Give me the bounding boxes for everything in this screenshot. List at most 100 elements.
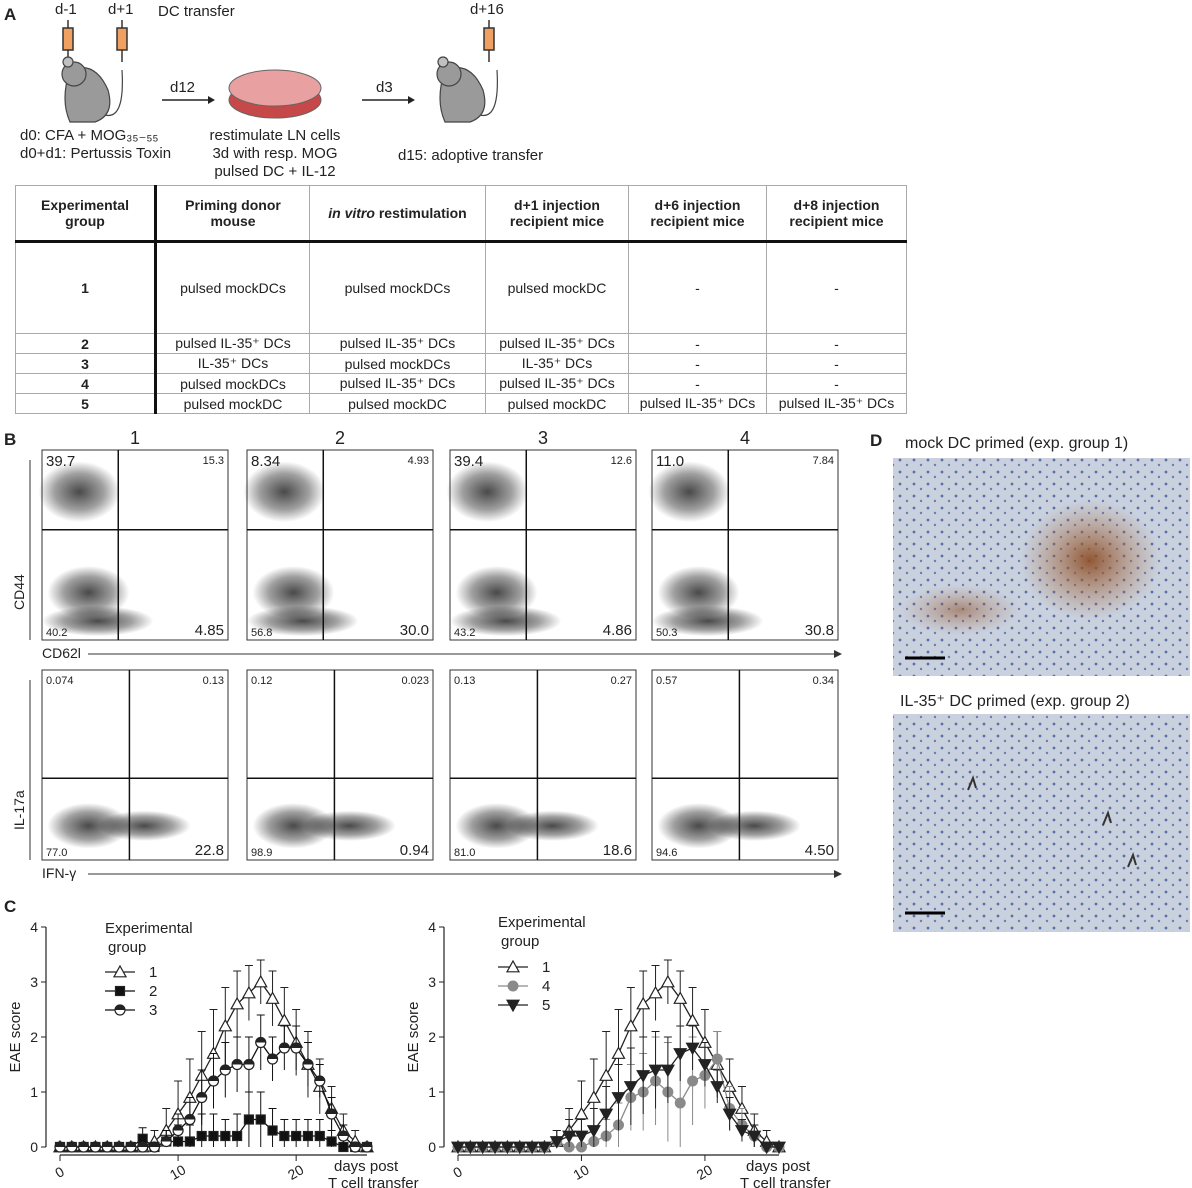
stain-region xyxy=(1020,500,1160,620)
mouse xyxy=(61,56,123,123)
marker xyxy=(265,991,280,1004)
marker xyxy=(660,1064,675,1078)
marker xyxy=(326,1136,337,1147)
marker xyxy=(220,1130,231,1142)
marker-part xyxy=(338,1131,349,1136)
cell-density xyxy=(246,605,359,637)
scheme-text: pulsed DC + IL-12 xyxy=(214,163,335,180)
stain-region xyxy=(900,585,1020,635)
axis-label: IL-17a xyxy=(11,790,27,830)
header-text: d+8 injection xyxy=(793,197,880,213)
quadrant-value: 0.074 xyxy=(46,675,74,687)
panel-label: A xyxy=(4,5,16,24)
marker xyxy=(349,1141,361,1153)
x-axis-label: days post xyxy=(746,1158,811,1175)
table-cell: - xyxy=(766,241,907,334)
marker xyxy=(685,1013,700,1026)
quadrant-value: 8.34 xyxy=(251,453,280,470)
cell-density xyxy=(243,461,326,523)
marker xyxy=(218,1018,233,1032)
panel-label: B xyxy=(4,430,16,449)
table-cell: - xyxy=(766,353,907,374)
legend-marker xyxy=(507,980,519,992)
legend-marker xyxy=(505,999,521,1013)
table-cell: pulsed mockDC xyxy=(309,393,486,414)
marker xyxy=(636,996,651,1010)
cell-density xyxy=(38,461,121,523)
marker xyxy=(710,1081,725,1094)
header-text: Priming donor xyxy=(185,197,281,213)
marker xyxy=(674,1097,686,1109)
table-row: 5 pulsed mockDC pulsed mockDC pulsed mockDC… xyxy=(15,393,907,414)
legend-label: 2 xyxy=(149,983,157,1000)
marker xyxy=(314,1075,326,1087)
marker xyxy=(549,1136,564,1149)
x-tick-label: 20 xyxy=(285,1161,307,1183)
quadrant-value: 50.3 xyxy=(656,627,677,639)
quadrant-value: 43.2 xyxy=(454,627,475,639)
marker xyxy=(54,1141,66,1153)
marker-part xyxy=(184,1114,195,1120)
marker-part xyxy=(314,1076,325,1081)
legend-title: Experimental xyxy=(105,920,193,937)
cell-density xyxy=(652,605,764,637)
marker xyxy=(302,1130,314,1142)
marker-part xyxy=(243,1059,254,1065)
x-axis-label: days post xyxy=(334,1158,399,1175)
cell-density xyxy=(42,605,154,637)
marker xyxy=(586,1090,601,1103)
marker xyxy=(771,1141,787,1155)
marker xyxy=(711,1053,723,1065)
quadrant-value: 40.2 xyxy=(46,627,67,639)
table-row: 1 pulsed mockDCs pulsed mockDCs pulsed mock… xyxy=(15,241,907,334)
quadrant-value: 22.8 xyxy=(195,842,224,859)
y-tick-label: 4 xyxy=(428,919,436,935)
marker xyxy=(562,1130,577,1144)
column-title: 2 xyxy=(335,428,345,448)
quadrant-value: 30.0 xyxy=(400,622,429,639)
legend-label: 3 xyxy=(149,1002,157,1019)
marker xyxy=(636,1070,651,1083)
mouse xyxy=(436,56,498,123)
table-cell: 2 xyxy=(15,333,157,354)
marker-part xyxy=(137,1142,148,1147)
legend-label: 5 xyxy=(542,997,550,1014)
quadrant-value: 0.34 xyxy=(813,675,834,687)
table-row: 4 pulsed mockDCs pulsed IL-35⁺ DCs pulsed I… xyxy=(15,373,907,394)
marker xyxy=(623,1081,638,1094)
table-cell: pulsed IL-35⁺ DCs xyxy=(485,373,629,394)
cell-density xyxy=(657,803,740,849)
marker xyxy=(66,1141,78,1153)
table-cell: pulsed IL-35⁺ DCs xyxy=(485,333,629,354)
legend-label: 1 xyxy=(542,959,550,976)
y-tick-label: 0 xyxy=(428,1139,436,1155)
marker-part xyxy=(267,1054,278,1059)
marker xyxy=(208,1130,219,1142)
arrow-head xyxy=(408,96,415,104)
marker-part xyxy=(350,1142,361,1147)
column-title: 1 xyxy=(130,428,140,448)
marker-part xyxy=(78,1142,89,1147)
marker xyxy=(687,1075,699,1087)
table-cell: IL-35⁺ DCs xyxy=(485,353,629,374)
marker xyxy=(314,1130,325,1142)
cell-density xyxy=(47,565,130,620)
marker-part xyxy=(255,1037,266,1043)
marker xyxy=(734,1125,749,1138)
histology-title: IL-35⁺ DC primed (exp. group 2) xyxy=(900,693,1130,710)
table-cell: - xyxy=(766,333,907,354)
scheme-label: DC transfer xyxy=(158,3,235,20)
marker-part xyxy=(114,1142,125,1147)
marker xyxy=(290,1042,302,1054)
table-cell: pulsed mockDCs xyxy=(309,353,486,374)
quadrant-value: 77.0 xyxy=(46,847,67,859)
y-axis-label: EAE score xyxy=(7,1002,24,1073)
marker xyxy=(648,985,663,999)
scheme-label: d-1 xyxy=(55,1,77,18)
scheme-label: d3 xyxy=(376,79,393,96)
scheme-label: d+16 xyxy=(470,1,504,18)
marker xyxy=(586,1125,601,1138)
scheme-text: restimulate LN cells xyxy=(210,127,341,144)
table-row: 2 pulsed IL-35⁺ DCs pulsed IL-35⁺ DCs pulse… xyxy=(15,333,907,354)
header-text: Experimental xyxy=(41,197,129,213)
